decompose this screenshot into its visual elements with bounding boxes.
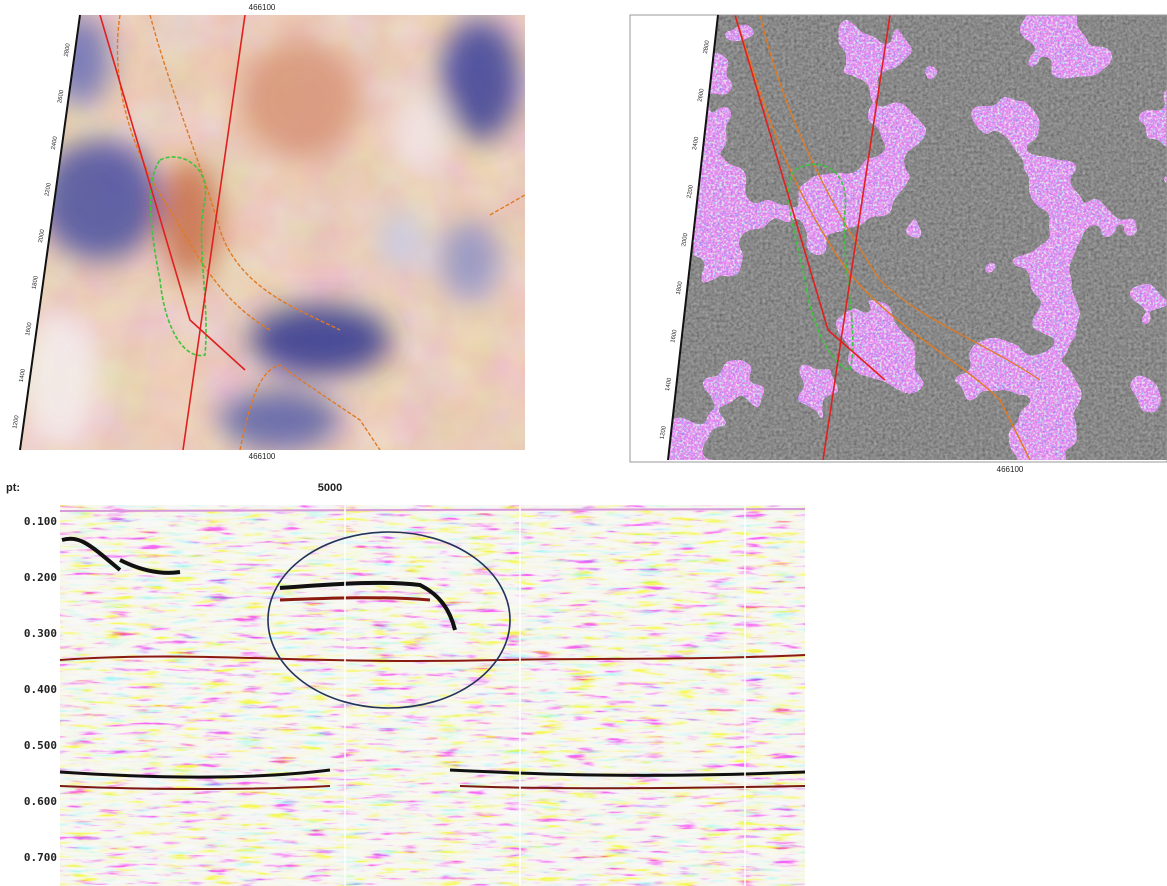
map-x-label: 466100 (249, 3, 276, 12)
time-labels: 0.100 0.200 0.300 0.400 0.500 0.600 0.700 (24, 515, 57, 864)
time-label: 0.100 (24, 515, 57, 528)
map-y-label: 1400 (665, 377, 673, 392)
time-label: 0.300 (24, 627, 57, 640)
time-label: 0.500 (24, 739, 57, 752)
map-y-label: 2000 (681, 232, 689, 247)
section-trace-label: 5000 (318, 482, 342, 494)
map-y-label: 2800 (703, 39, 711, 54)
map-y-label: 1200 (12, 414, 20, 429)
time-label: 0.200 (24, 571, 57, 584)
map-y-label: 2600 (697, 88, 705, 103)
map-y-label: 1200 (660, 425, 668, 440)
attribute-map (660, 15, 1167, 460)
map-y-label: 2600 (57, 89, 65, 104)
map-x-label: 466100 (249, 452, 276, 461)
map-y-label: 2800 (64, 42, 72, 57)
map-y-label: 1400 (19, 368, 27, 383)
map-y-label: 2000 (38, 228, 46, 243)
amplitude-map (0, 15, 525, 450)
time-label: 0.700 (24, 851, 57, 864)
map-y-label: 2400 (692, 136, 700, 151)
map-y-label: 2400 (51, 135, 59, 150)
map-y-label: 1800 (32, 275, 40, 290)
figure: 466100 466100 2800 2600 2400 2200 2000 1800 16… (0, 0, 1167, 886)
map-y-label: 1800 (676, 280, 684, 295)
time-label: 0.400 (24, 683, 57, 696)
time-label: 0.600 (24, 795, 57, 808)
map-x-label: 466100 (997, 465, 1024, 474)
map-y-label: 2200 (687, 184, 695, 199)
map-y-label: 2200 (44, 182, 52, 197)
map-y-label: 1600 (670, 329, 678, 344)
section-corner-label: pt: (6, 482, 20, 494)
map-y-label: 1600 (25, 321, 33, 336)
seismic-section (60, 505, 805, 886)
